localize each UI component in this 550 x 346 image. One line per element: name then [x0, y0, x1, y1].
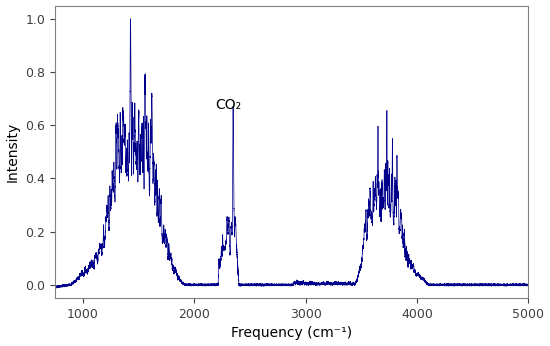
- Y-axis label: Intensity: Intensity: [6, 122, 20, 182]
- Text: CO₂: CO₂: [215, 98, 241, 112]
- X-axis label: Frequency (cm⁻¹): Frequency (cm⁻¹): [231, 326, 352, 340]
